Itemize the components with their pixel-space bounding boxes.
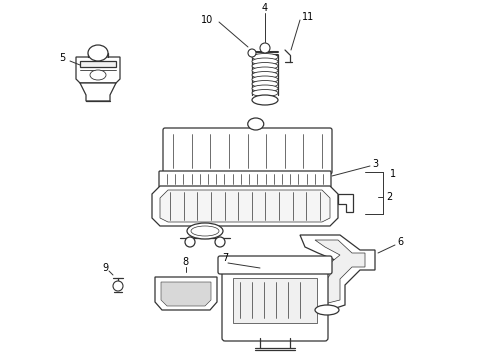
Polygon shape [160,190,330,222]
Polygon shape [76,57,120,83]
Ellipse shape [90,70,106,80]
Ellipse shape [260,43,270,53]
Ellipse shape [252,85,278,92]
Ellipse shape [252,81,278,87]
Ellipse shape [113,281,123,291]
Text: 4: 4 [262,3,268,13]
Ellipse shape [191,226,219,236]
Polygon shape [152,186,338,226]
Ellipse shape [248,49,256,57]
Ellipse shape [252,76,278,83]
Ellipse shape [215,237,225,247]
Polygon shape [155,277,217,310]
Ellipse shape [88,45,108,61]
Text: 7: 7 [222,253,228,263]
Ellipse shape [185,237,195,247]
Ellipse shape [252,54,278,60]
Text: 9: 9 [102,263,108,273]
Ellipse shape [252,95,278,105]
FancyBboxPatch shape [159,171,331,187]
Polygon shape [161,282,211,306]
Polygon shape [312,240,365,303]
Ellipse shape [252,90,278,96]
FancyBboxPatch shape [218,256,332,274]
Text: 8: 8 [182,257,188,267]
Ellipse shape [248,118,264,130]
Ellipse shape [252,72,278,78]
Text: 6: 6 [397,237,403,247]
Ellipse shape [252,67,278,74]
Bar [233,278,317,323]
Ellipse shape [252,63,278,69]
Ellipse shape [187,223,223,239]
Text: 10: 10 [201,15,213,25]
Polygon shape [338,194,353,212]
Text: 11: 11 [302,12,314,22]
Text: 2: 2 [386,192,392,202]
Ellipse shape [315,305,339,315]
Ellipse shape [252,58,278,65]
Polygon shape [80,61,116,67]
FancyBboxPatch shape [163,128,332,174]
Polygon shape [300,235,375,310]
FancyBboxPatch shape [222,265,328,341]
Text: 5: 5 [59,53,65,63]
Polygon shape [80,83,116,101]
Text: 1: 1 [390,169,396,179]
Text: 3: 3 [372,159,378,169]
